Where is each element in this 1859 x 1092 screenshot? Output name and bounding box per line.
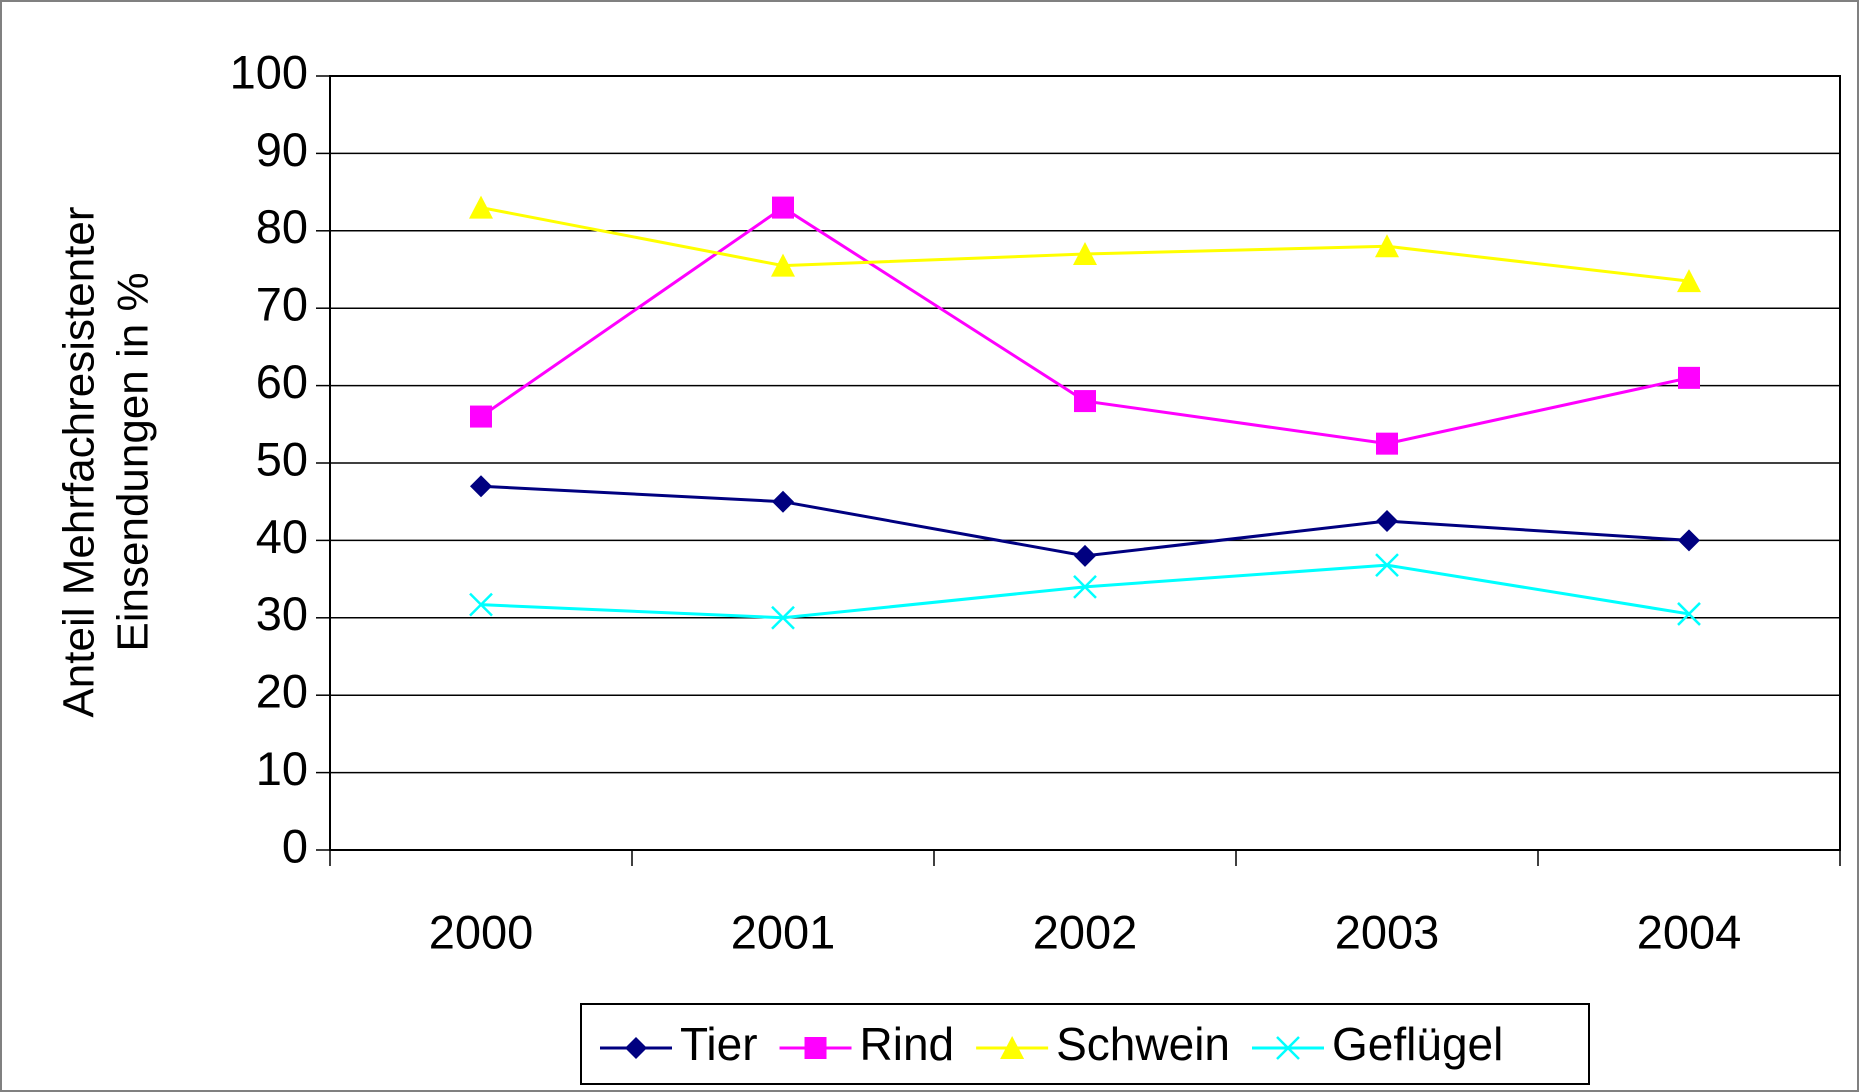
marker bbox=[1375, 553, 1399, 578]
marker bbox=[470, 405, 492, 428]
marker bbox=[1375, 234, 1399, 258]
marker bbox=[804, 1037, 827, 1059]
marker bbox=[1376, 432, 1398, 455]
marker bbox=[1678, 529, 1700, 552]
legend-label: Geflügel bbox=[1332, 1018, 1503, 1070]
legend-label: Schwein bbox=[1056, 1018, 1230, 1070]
marker bbox=[470, 475, 492, 498]
marker bbox=[772, 196, 794, 219]
legend-box bbox=[580, 1003, 1590, 1085]
y-tick-label: 40 bbox=[256, 510, 308, 563]
legend: Tier Rind Schwein Geflügel bbox=[580, 1003, 1590, 1085]
y-tick-label: 80 bbox=[256, 200, 308, 253]
marker bbox=[1073, 242, 1097, 266]
marker bbox=[1677, 269, 1701, 293]
legend-label: Rind bbox=[860, 1018, 955, 1070]
marker bbox=[771, 605, 795, 630]
marker bbox=[1073, 574, 1097, 599]
y-tick-label: 10 bbox=[256, 742, 308, 795]
y-axis-title-line: Anteil Mehrfachresistenter bbox=[55, 206, 104, 717]
x-tick-label: 2003 bbox=[1335, 905, 1440, 958]
plot-border bbox=[329, 75, 1841, 851]
marker bbox=[772, 490, 794, 513]
y-tick-label: 30 bbox=[256, 587, 308, 640]
marker bbox=[1677, 602, 1701, 626]
marker bbox=[1376, 510, 1398, 533]
y-tick-label: 90 bbox=[256, 123, 308, 176]
y-axis-title: Anteil Mehrfachresistenter Einsendungen … bbox=[55, 206, 158, 717]
y-tick-label: 0 bbox=[282, 819, 308, 872]
y-tick-label: 60 bbox=[256, 355, 308, 408]
x-tick-label: 2004 bbox=[1637, 905, 1742, 958]
marker bbox=[1276, 1036, 1300, 1060]
x-tick-label: 2001 bbox=[731, 905, 836, 958]
y-tick-label: 20 bbox=[256, 665, 308, 718]
marker bbox=[469, 592, 493, 617]
marker bbox=[1000, 1036, 1025, 1059]
y-tick-label: 70 bbox=[256, 278, 308, 331]
marker bbox=[771, 253, 795, 277]
legend-label: Tier bbox=[680, 1018, 758, 1070]
marker bbox=[469, 195, 493, 219]
y-tick-label: 50 bbox=[256, 432, 308, 485]
y-axis-title-line: Einsendungen in % bbox=[109, 272, 158, 651]
x-tick-label: 2000 bbox=[429, 905, 534, 958]
marker bbox=[1074, 390, 1096, 413]
marker bbox=[625, 1037, 647, 1059]
y-tick-label: 100 bbox=[230, 45, 308, 98]
x-tick-label: 2002 bbox=[1033, 905, 1138, 958]
marker bbox=[1678, 366, 1700, 389]
marker bbox=[1074, 544, 1096, 567]
